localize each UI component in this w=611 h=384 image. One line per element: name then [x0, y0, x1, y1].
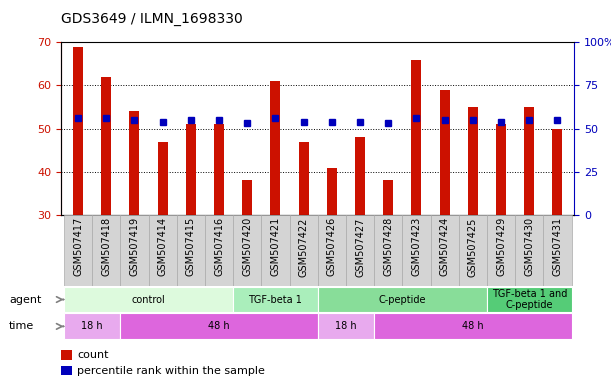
Bar [327, 167, 337, 215]
Bar [468, 107, 478, 215]
Bar [299, 142, 309, 215]
Text: GSM507426: GSM507426 [327, 217, 337, 276]
Bar [411, 60, 422, 215]
Bar [515, 215, 543, 286]
Text: GSM507421: GSM507421 [271, 217, 280, 276]
Text: GSM507431: GSM507431 [552, 217, 562, 276]
Bar [214, 124, 224, 215]
Bar [92, 215, 120, 286]
Bar [233, 286, 318, 313]
Text: GSM507430: GSM507430 [524, 217, 534, 276]
Text: GSM507420: GSM507420 [242, 217, 252, 276]
Text: 18 h: 18 h [335, 321, 357, 331]
Bar [374, 313, 571, 339]
Bar [318, 286, 487, 313]
Bar [318, 215, 346, 286]
Bar [459, 215, 487, 286]
Text: GSM507416: GSM507416 [214, 217, 224, 276]
Text: agent: agent [9, 295, 42, 305]
Text: GSM507414: GSM507414 [158, 217, 167, 276]
Text: GSM507425: GSM507425 [468, 217, 478, 276]
Bar [402, 215, 431, 286]
Text: GSM507417: GSM507417 [73, 217, 83, 276]
Bar [158, 142, 167, 215]
Bar [383, 180, 393, 215]
Bar [262, 215, 290, 286]
Bar [205, 215, 233, 286]
Bar [487, 286, 571, 313]
Text: GSM507419: GSM507419 [130, 217, 139, 276]
Text: GSM507423: GSM507423 [411, 217, 422, 276]
Bar [487, 215, 515, 286]
Bar [120, 313, 318, 339]
Text: C-peptide: C-peptide [379, 295, 426, 305]
Bar [440, 90, 450, 215]
Bar [552, 129, 562, 215]
Bar [233, 215, 262, 286]
Bar [355, 137, 365, 215]
Text: GDS3649 / ILMN_1698330: GDS3649 / ILMN_1698330 [61, 12, 243, 25]
Text: GSM507429: GSM507429 [496, 217, 506, 276]
Bar [73, 46, 83, 215]
Text: control: control [131, 295, 166, 305]
Bar [374, 215, 402, 286]
Text: TGF-beta 1 and
C-peptide: TGF-beta 1 and C-peptide [491, 289, 567, 310]
Bar [243, 180, 252, 215]
Bar [101, 77, 111, 215]
Bar [524, 107, 534, 215]
Bar [64, 215, 92, 286]
Bar [431, 215, 459, 286]
Bar [496, 124, 506, 215]
Text: GSM507418: GSM507418 [101, 217, 111, 276]
Bar [186, 124, 196, 215]
Text: count: count [77, 350, 109, 360]
Text: 18 h: 18 h [81, 321, 103, 331]
Bar [177, 215, 205, 286]
Bar [64, 313, 120, 339]
Text: TGF-beta 1: TGF-beta 1 [249, 295, 302, 305]
Bar [120, 215, 148, 286]
Text: 48 h: 48 h [208, 321, 230, 331]
Text: time: time [9, 321, 34, 331]
Text: 48 h: 48 h [462, 321, 484, 331]
Text: percentile rank within the sample: percentile rank within the sample [77, 366, 265, 376]
Text: GSM507422: GSM507422 [299, 217, 309, 276]
Bar [64, 286, 233, 313]
Text: GSM507424: GSM507424 [440, 217, 450, 276]
Text: GSM507427: GSM507427 [355, 217, 365, 276]
Text: GSM507415: GSM507415 [186, 217, 196, 276]
Bar [346, 215, 374, 286]
Bar [543, 215, 571, 286]
Bar [271, 81, 280, 215]
Bar [148, 215, 177, 286]
Bar [290, 215, 318, 286]
Text: GSM507428: GSM507428 [383, 217, 393, 276]
Bar [318, 313, 374, 339]
Bar [130, 111, 139, 215]
